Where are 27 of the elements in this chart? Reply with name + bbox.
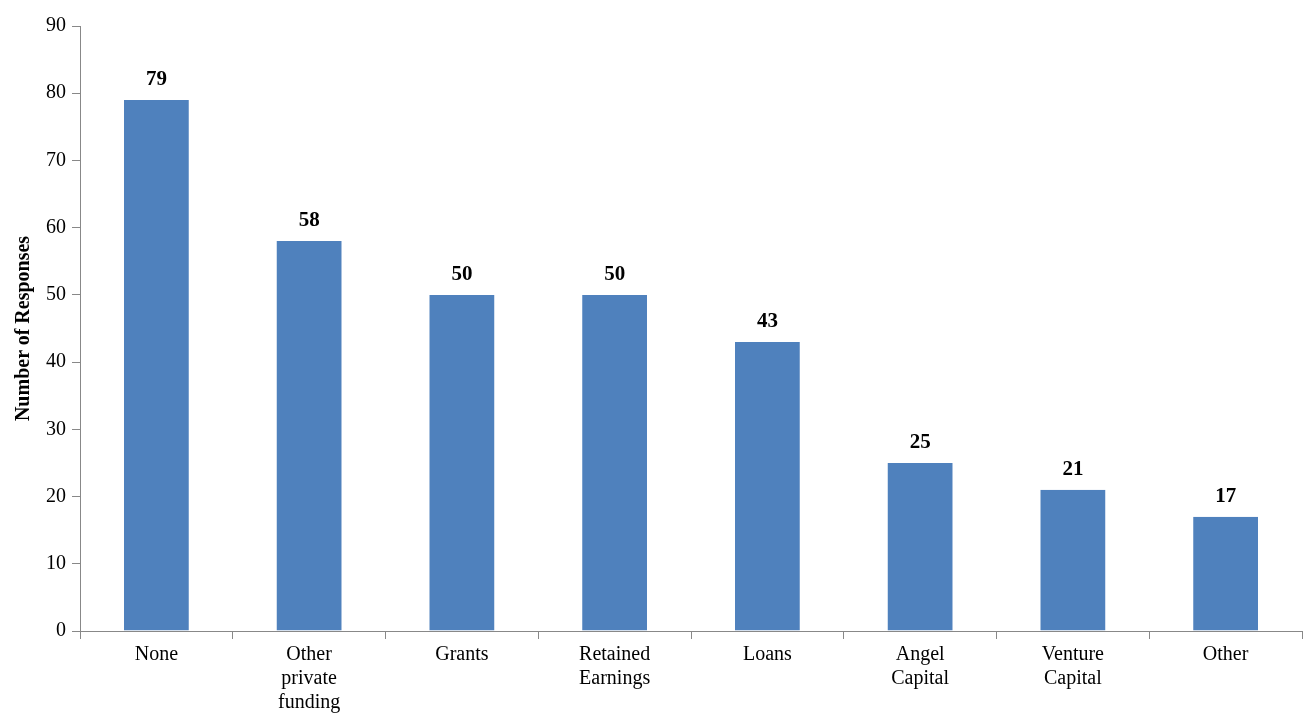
data-label: 50 [604,260,626,285]
x-tick-label: Other private funding [278,642,341,714]
x-tick-label: Venture Capital [1041,642,1105,690]
y-tick-label: 20 [46,483,66,506]
data-label: 58 [298,207,320,232]
y-tick-label: 90 [46,13,66,36]
y-tick-label: 40 [46,349,66,372]
y-tick-label: 70 [46,147,66,170]
data-label: 21 [1062,455,1084,480]
data-label: 79 [145,65,167,90]
y-tick-label: 30 [46,416,66,439]
x-tick-label: Retained Earnings [579,642,651,690]
y-axis-title: Number of Responses [11,235,35,422]
y-tick-label: 0 [56,618,66,641]
x-tick-label: Grants [435,642,489,665]
data-label: 25 [909,428,931,453]
x-tick-label: Other [1202,642,1249,665]
y-tick-label: 60 [46,214,66,237]
x-tick-label: Loans [742,642,793,665]
data-label: 50 [451,260,473,285]
x-tick-label: Angel Capital [891,642,950,690]
x-tick-label: None [134,642,179,665]
y-tick-label: 80 [46,80,66,103]
data-label: 43 [756,307,778,332]
y-tick-label: 10 [46,551,66,574]
data-label: 17 [1215,482,1237,507]
y-tick-label: 50 [46,282,66,305]
